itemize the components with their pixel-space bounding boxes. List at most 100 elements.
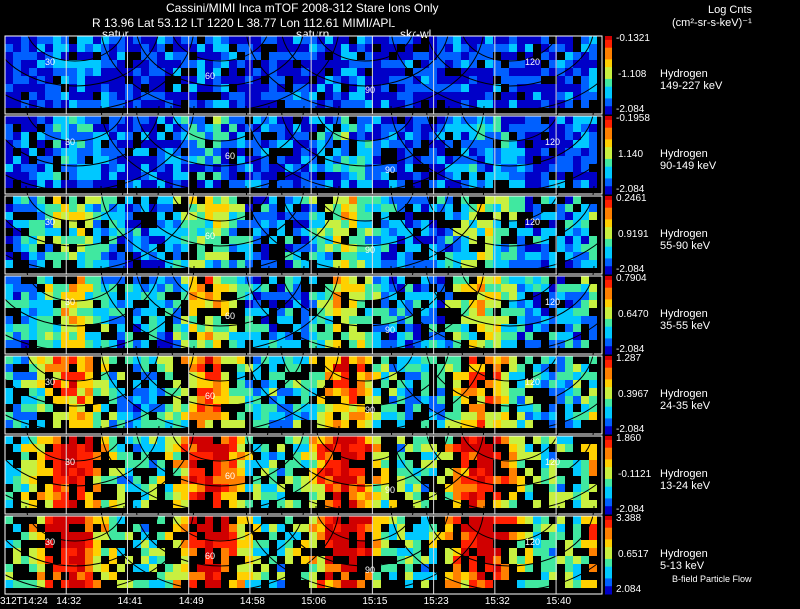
heat-cell xyxy=(37,452,45,460)
heat-cell xyxy=(133,436,141,444)
heat-cell xyxy=(533,364,541,372)
heat-cell xyxy=(325,460,333,468)
heat-cell xyxy=(101,196,109,204)
heat-cell xyxy=(61,364,69,372)
heat-cell xyxy=(285,556,293,564)
heat-cell xyxy=(525,404,533,412)
heat-cell xyxy=(133,340,141,348)
heat-cell xyxy=(485,148,493,156)
heat-cell xyxy=(149,356,157,364)
heat-cell xyxy=(437,204,445,212)
heat-cell xyxy=(517,436,525,444)
heat-cell xyxy=(477,516,485,524)
heat-cell xyxy=(309,220,317,228)
heat-cell xyxy=(325,204,333,212)
heat-cell xyxy=(405,300,413,308)
heat-cell xyxy=(381,244,389,252)
heat-cell xyxy=(557,212,565,220)
heat-cell xyxy=(61,324,69,332)
heat-cell xyxy=(293,444,301,452)
heat-cell xyxy=(77,516,85,524)
colorbar-cell xyxy=(605,36,612,41)
heat-cell xyxy=(133,292,141,300)
heat-cell xyxy=(77,364,85,372)
heat-cell xyxy=(365,372,373,380)
series-name: Hydrogen xyxy=(660,388,708,400)
heat-cell xyxy=(301,212,309,220)
heat-cell xyxy=(389,388,397,396)
heat-cell xyxy=(413,332,421,340)
heat-cell xyxy=(85,492,93,500)
heat-cell xyxy=(421,68,429,76)
contour-label: 30 xyxy=(65,297,76,307)
heat-cell xyxy=(373,524,381,532)
heat-cell xyxy=(341,460,349,468)
heat-cell xyxy=(197,84,205,92)
colorbar-cell xyxy=(605,443,612,449)
heat-cell xyxy=(109,412,117,420)
heat-cell xyxy=(389,100,397,108)
heat-cell xyxy=(101,36,109,44)
heat-cell xyxy=(181,500,189,508)
heat-cell xyxy=(269,532,277,540)
heat-cell xyxy=(5,132,13,140)
heat-cell xyxy=(549,340,557,348)
heat-cell xyxy=(237,540,245,548)
heat-cell xyxy=(309,44,317,52)
heat-cell xyxy=(21,44,29,52)
heat-cell xyxy=(221,388,229,396)
heat-cell xyxy=(197,364,205,372)
heat-cell xyxy=(165,372,173,380)
heat-cell xyxy=(237,236,245,244)
heat-cell xyxy=(189,260,197,268)
heat-cell xyxy=(237,340,245,348)
heat-cell xyxy=(221,380,229,388)
heat-cell xyxy=(237,564,245,572)
colorbar-cell xyxy=(605,527,612,533)
heat-cell xyxy=(5,340,13,348)
heat-cell xyxy=(413,236,421,244)
heat-cell xyxy=(5,212,13,220)
heat-cell xyxy=(117,172,125,180)
heat-cell xyxy=(5,476,13,484)
heat-cell xyxy=(141,324,149,332)
heat-cell xyxy=(277,228,285,236)
heat-cell xyxy=(237,548,245,556)
heat-cell xyxy=(21,396,29,404)
heat-cell xyxy=(13,44,21,52)
heat-cell xyxy=(293,500,301,508)
heat-cell xyxy=(477,388,485,396)
colorbar-cell xyxy=(605,235,612,240)
heat-cell xyxy=(405,220,413,228)
heat-cell xyxy=(405,284,413,292)
heat-cell xyxy=(109,292,117,300)
heat-cell xyxy=(37,564,45,572)
heat-cell xyxy=(581,132,589,140)
heat-cell xyxy=(317,140,325,148)
heat-cell xyxy=(493,260,501,268)
heat-cell xyxy=(261,260,269,268)
heat-cell xyxy=(589,532,597,540)
heat-cell xyxy=(445,212,453,220)
heat-cell xyxy=(213,356,221,364)
heat-cell xyxy=(525,316,533,324)
contour-label: 90 xyxy=(365,245,376,255)
heat-cell xyxy=(501,412,509,420)
heat-cell xyxy=(61,180,69,188)
heat-cell xyxy=(29,196,37,204)
colorbar-cell xyxy=(605,219,612,224)
heat-cell xyxy=(157,212,165,220)
heat-cell xyxy=(517,316,525,324)
heat-cell xyxy=(77,308,85,316)
heat-cell xyxy=(469,92,477,100)
heat-cell xyxy=(445,412,453,420)
heat-cell xyxy=(173,244,181,252)
heat-cell xyxy=(197,436,205,444)
heat-cell xyxy=(253,52,261,60)
heat-cell xyxy=(45,492,53,500)
heat-cell xyxy=(333,180,341,188)
heat-cell xyxy=(45,244,53,252)
heat-cell xyxy=(373,116,381,124)
heat-cell xyxy=(565,204,573,212)
heat-cell xyxy=(309,180,317,188)
